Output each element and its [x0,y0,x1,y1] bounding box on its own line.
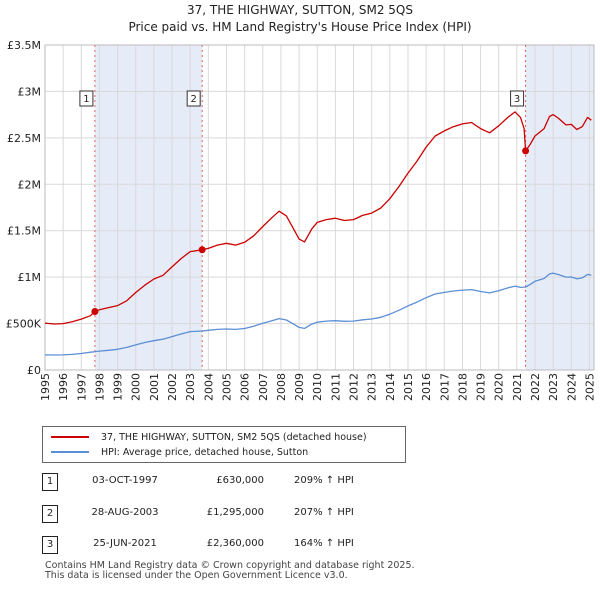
chart-legend: 37, THE HIGHWAY, SUTTON, SM2 5QS (detach… [42,426,406,463]
sale-marker-label: 3 [514,94,520,105]
x-tick-label: 2003 [184,373,197,401]
x-tick-label: 2020 [493,373,506,401]
sale-marker-box [186,90,201,107]
legend-swatch-property [51,436,89,438]
sale-marker-label: 2 [190,94,196,105]
sale-marker-label: 1 [83,94,89,105]
x-tick-label: 2018 [456,373,469,401]
x-tick-label: 2000 [130,373,143,401]
legend-swatch-hpi [51,451,89,453]
shaded-period [525,45,594,370]
x-tick-label: 2011 [329,373,342,401]
y-tick-label: £1.5M [7,225,41,238]
x-tick-label: 2016 [420,373,433,401]
x-tick-label: 2010 [311,373,324,401]
y-tick-label: £0 [27,364,41,377]
sale-number-badge: 3 [42,536,58,554]
sale-date: 03-OCT-1997 [92,475,158,486]
sale-price: £2,360,000 [206,538,264,549]
sale-date: 28-AUG-2003 [91,507,159,518]
sale-price: £1,295,000 [206,507,264,518]
sale-number-badge: 2 [42,505,58,523]
footer-attribution: Contains HM Land Registry data © Crown c… [45,561,415,581]
y-tick-label: £3M [18,85,42,98]
legend-label-property: 37, THE HIGHWAY, SUTTON, SM2 5QS (detach… [101,431,367,443]
sale-point [522,147,530,155]
legend-label-hpi: HPI: Average price, detached house, Sutt… [101,446,309,458]
sale-marker-box [79,90,94,107]
footer-license: This data is licensed under the Open Gov… [45,570,348,581]
price-chart: £0 £500K £1M £1.5M £2M £2.5M £3M £3.5M 1995 1996 1… [6,39,597,401]
sale-point [198,246,206,254]
x-tick-label: 1998 [93,373,106,401]
x-tick-label: 2007 [257,373,270,401]
y-tick-label: £3.5M [7,39,41,52]
x-tick-label: 2023 [547,373,560,401]
sale-hpi-change: 164% ↑ HPI [294,538,354,549]
x-tick-label: 2008 [275,373,288,401]
x-tick-label: 1995 [39,373,52,401]
sale-number-badge: 1 [42,473,58,491]
x-tick-label: 2024 [565,373,578,401]
x-tick-label: 2014 [384,373,397,401]
footer-copyright: Contains HM Land Registry data © Crown c… [45,560,415,571]
x-tick-label: 2004 [202,373,215,401]
plot-frame [44,44,595,371]
x-tick-label: 1996 [57,373,70,401]
sale-date: 25-JUN-2021 [93,538,157,549]
x-tick-label: 2017 [438,373,451,401]
x-tick-label: 2015 [402,373,415,401]
shaded-period [94,45,203,370]
x-tick-label: 2012 [348,373,361,401]
x-tick-label: 2001 [148,373,161,401]
legend-item-hpi: HPI: Average price, detached house, Sutt… [51,445,308,459]
x-tick-label: 2021 [511,373,524,401]
sale-hpi-change: 207% ↑ HPI [294,507,354,518]
x-tick-label: 2025 [583,373,596,401]
sale-point [91,308,99,315]
x-tick-label: 1997 [75,373,88,401]
series-line-hpi [44,272,592,356]
table-row: 3 25-JUN-2021 £2,360,000 164% ↑ HPI [42,536,462,554]
sale-hpi-change: 209% ↑ HPI [294,475,354,486]
x-tick-label: 2022 [529,373,542,401]
table-row: 1 03-OCT-1997 £630,000 209% ↑ HPI [42,473,462,491]
x-tick-label: 2013 [366,373,379,401]
y-tick-label: £2.5M [7,132,41,145]
x-tick-label: 1999 [112,373,125,401]
x-tick-label: 2006 [239,373,252,401]
x-tick-label: 2019 [475,373,488,401]
sale-marker-box [510,90,525,107]
table-row: 2 28-AUG-2003 £1,295,000 207% ↑ HPI [42,505,462,523]
y-tick-label: £1M [18,271,42,284]
x-tick-label: 2002 [166,373,179,401]
chart-title: 37, THE HIGHWAY, SUTTON, SM2 5QS [187,3,413,17]
y-tick-label: £500K [6,318,42,331]
sale-price: £630,000 [216,475,264,486]
x-tick-label: 2009 [293,373,306,401]
y-tick-label: £2M [18,178,42,191]
legend-item-property: 37, THE HIGHWAY, SUTTON, SM2 5QS (detach… [51,430,367,444]
x-tick-label: 2005 [220,373,233,401]
chart-subtitle: Price paid vs. HM Land Registry's House … [128,20,472,34]
